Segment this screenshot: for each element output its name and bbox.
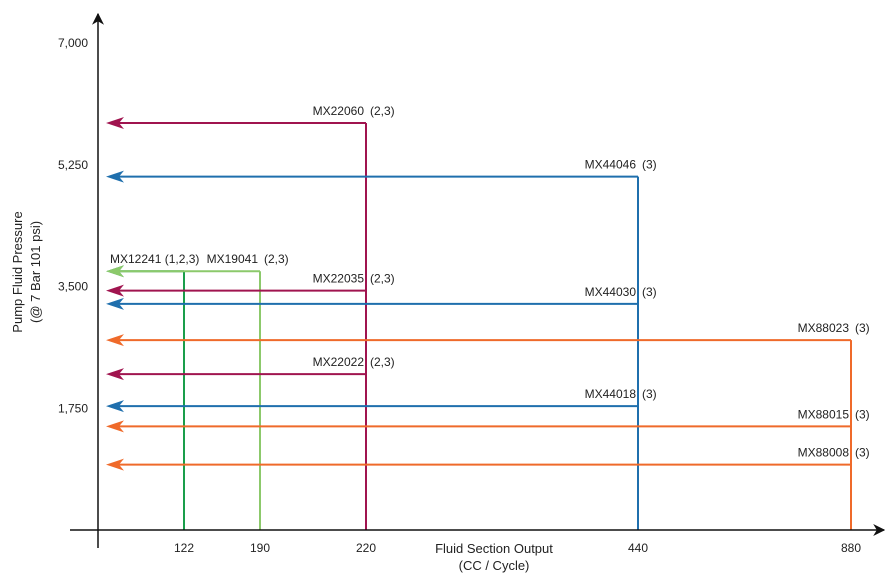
series-arrowhead: [106, 297, 124, 310]
series-label-suffix: (3): [855, 407, 870, 421]
series-label: MX88015: [798, 407, 850, 421]
x-tick-label: 440: [628, 541, 648, 555]
series-label: MX22022: [313, 355, 365, 369]
x-tick-label: 220: [356, 541, 376, 555]
series-arrowhead: [106, 458, 124, 471]
series-arrowhead: [106, 117, 124, 130]
y-tick-label: 5,250: [58, 158, 88, 172]
series-label: MX22060: [313, 104, 365, 118]
series-mx44030: MX44030 (3): [106, 285, 657, 530]
series-mx22022: MX22022 (2,3): [106, 355, 395, 530]
y-tick-label: 1,750: [58, 401, 88, 415]
series-label: MX88023: [798, 321, 850, 335]
series-label-suffix: (2,3): [370, 104, 395, 118]
x-axis-subtitle: (CC / Cycle): [459, 558, 530, 573]
series-arrowhead: [106, 420, 124, 433]
series-mx44018: MX44018 (3): [106, 387, 657, 530]
series-label: MX44018: [585, 387, 637, 401]
series-label-suffix: (3): [855, 321, 870, 335]
x-axis-title: Fluid Section Output: [435, 541, 553, 556]
series-label: MX19041: [207, 252, 259, 266]
series-mx88015: MX88015 (3): [106, 407, 870, 530]
y-tick-label: 7,000: [58, 36, 88, 50]
series-label: MX12241 (1,2,3): [110, 252, 199, 266]
x-tick-label: 122: [174, 541, 194, 555]
x-tick-label: 190: [250, 541, 270, 555]
x-tick-label: 880: [841, 541, 861, 555]
series-arrowhead: [106, 400, 124, 413]
series-arrowhead: [106, 368, 124, 381]
y-axis-title: Pump Fluid Pressure: [10, 211, 25, 332]
series-mx44046: MX44046 (3): [106, 158, 657, 530]
series-label-suffix: (2,3): [264, 252, 289, 266]
series-label-suffix: (3): [642, 285, 657, 299]
x-tick-labels: 122 190 220 440 880: [174, 541, 861, 555]
series-mx22060: MX22060 (2,3): [106, 104, 395, 530]
series-mx22035: MX22035 (2,3): [106, 272, 395, 530]
series-arrowhead: [106, 334, 124, 347]
series-arrowhead: [106, 265, 124, 278]
series-layer: MX22060 (2,3)MX44046 (3)MX12241 (1,2,3) MX1…: [106, 104, 870, 530]
series-mx88008: MX88008 (3): [106, 446, 870, 530]
y-axis-subtitle: (@ 7 Bar 101 psi): [28, 221, 43, 323]
series-arrowhead: [106, 284, 124, 297]
series-label: MX88008: [798, 446, 850, 460]
y-tick-labels: 1,750 3,500 5,250 7,000: [58, 36, 88, 415]
series-mx19041: MX19041 (2,3): [106, 252, 289, 530]
series-label-suffix: (2,3): [370, 355, 395, 369]
series-arrowhead: [106, 170, 124, 183]
y-tick-label: 3,500: [58, 280, 88, 294]
series-label: MX22035: [313, 272, 365, 286]
series-label: MX44046: [585, 158, 637, 172]
series-label-suffix: (3): [855, 446, 870, 460]
series-label-suffix: (3): [642, 387, 657, 401]
series-label: MX44030: [585, 285, 637, 299]
series-label-suffix: (3): [642, 158, 657, 172]
series-label-suffix: (2,3): [370, 272, 395, 286]
